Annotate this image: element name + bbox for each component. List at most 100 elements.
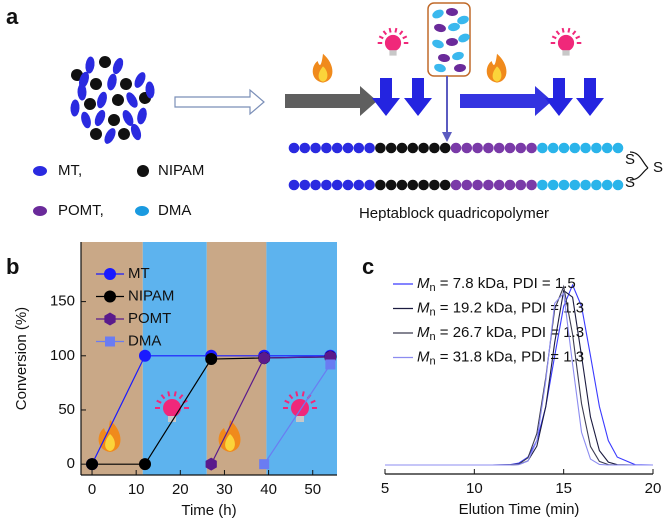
marker [325,359,336,370]
legend-marker [104,268,116,280]
monomer [81,111,91,129]
bulb-ray [382,30,388,36]
bulb-ray [156,399,162,404]
bulb-ray [561,27,565,33]
y-tick-label: 100 [50,347,75,364]
legend-label: MT [128,265,150,282]
chain-unit [396,179,408,191]
chain-unit [493,179,505,191]
monomer [107,73,117,91]
bulb-base [168,416,176,422]
chain-unit [375,179,386,191]
chain-unit [331,142,343,154]
chain-unit [450,142,462,154]
legend-marker [104,290,116,303]
monomer [99,56,111,68]
chain-unit [504,142,516,154]
bulb-ray [394,27,398,33]
legend-marker [105,336,115,347]
marker [139,458,151,471]
bulb-ray [295,391,299,397]
monomer [130,123,142,141]
monomer [432,9,444,19]
chain-unit [439,179,451,191]
monomer [432,39,444,49]
chain-unit [439,142,451,154]
bulb-ray [310,399,316,404]
marker [139,349,151,362]
chain-unit [504,179,516,191]
chain-unit [299,142,311,154]
chain-unit [353,142,365,154]
chain-unit [353,179,365,191]
chain-unit [288,142,300,154]
chain-unit [483,142,494,154]
bulb-base [562,50,570,56]
bulb-ray [388,27,392,33]
monomer [454,63,466,73]
chain-unit [591,142,602,154]
x-tick-label: 5 [381,480,389,497]
legend-label: Mn = 19.2 kDa, PDI = 1.3 [417,299,584,318]
chain-unit [591,179,602,191]
legend-label: Mn = 26.7 kDa, PDI = 1.3 [417,324,584,343]
chain-unit [364,179,375,191]
chain-unit [450,179,462,191]
monomer [78,71,90,89]
connector-head [442,132,452,142]
monomer [97,91,107,109]
monomer [126,92,138,108]
bulb-ray [284,399,290,404]
chain-unit [526,142,537,154]
chain-unit [547,179,559,191]
down-arrows [372,78,604,116]
sulfur: S [653,159,663,176]
chain-unit [342,179,354,191]
x-tick-label: 40 [260,481,277,498]
panel-c: c 5 10 15 20 Elution Time (min) Mn = 7.8 kDa, … [362,254,661,518]
chain-unit [526,179,537,191]
legend-marker [135,206,149,216]
bulb-ray [567,27,571,33]
flame-core [225,434,235,451]
chain-unit [580,142,591,154]
chain-unit [331,179,343,191]
bulb-ray [173,391,177,397]
arrow [460,86,552,116]
monomer [112,94,124,106]
monomer [438,53,450,63]
x-tick-label: 15 [555,480,572,497]
monomer [104,128,116,144]
bulb [163,399,181,417]
chain-unit [407,142,419,154]
x-tick-label: 10 [466,480,483,497]
chain-unit [321,179,332,191]
chain-unit [612,142,624,154]
panel-label: b [6,254,19,279]
monomer [94,109,106,127]
chain-unit [569,179,581,191]
legend-label: POMT, [58,202,104,219]
bulb-ray [398,30,404,36]
sulfur: S [625,151,635,168]
monomer [77,83,87,101]
monomer [120,78,132,90]
monomer [85,56,95,74]
bulb-ray [301,391,305,397]
chain-unit [601,179,613,191]
monomer [70,99,80,117]
x-axis-label: Time (h) [181,502,236,519]
monomer [122,110,134,126]
chain-unit [418,179,429,191]
monomer [452,51,464,61]
y-axis-label: Conversion (%) [13,307,30,410]
chain-unit [612,179,624,191]
sulfur: S [625,174,635,191]
chain-unit [310,142,321,154]
bulb-ray [551,35,557,40]
monomer [434,63,446,73]
monomer [108,114,120,126]
legend-label: NIPAM [158,162,204,179]
monomer [112,57,124,75]
